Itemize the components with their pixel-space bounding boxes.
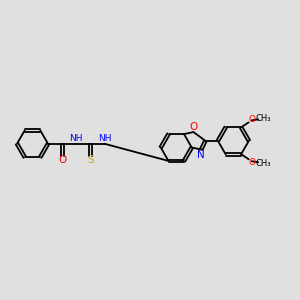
Text: O: O	[189, 122, 197, 132]
Text: CH₃: CH₃	[256, 159, 272, 168]
Text: NH: NH	[98, 134, 111, 143]
Text: CH₃: CH₃	[256, 114, 272, 123]
Text: O: O	[58, 155, 67, 165]
Text: S: S	[87, 155, 94, 165]
Text: NH: NH	[70, 134, 83, 143]
Text: O: O	[249, 158, 256, 167]
Text: O: O	[249, 115, 256, 124]
Text: N: N	[197, 150, 205, 160]
